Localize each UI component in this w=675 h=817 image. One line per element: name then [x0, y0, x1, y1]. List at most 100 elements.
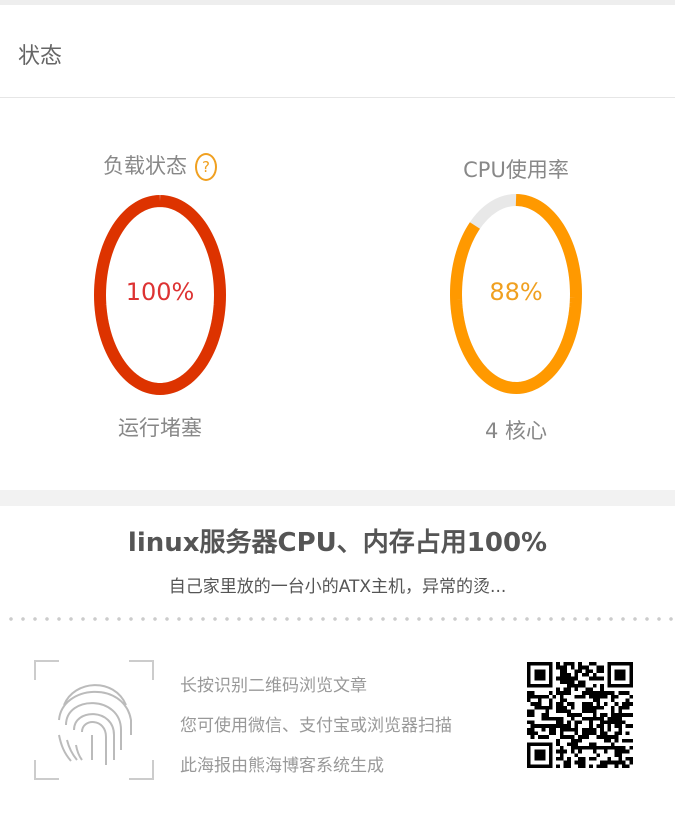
qr-module [585, 672, 590, 677]
qr-module [552, 731, 557, 736]
qr-module [534, 705, 538, 710]
qr-module [581, 680, 586, 684]
qr-module [611, 698, 615, 703]
qr-module [592, 694, 597, 699]
ring-value-arc [450, 194, 582, 394]
qr-module [559, 716, 564, 721]
divider [0, 97, 675, 98]
qr-module [592, 683, 597, 688]
qr-module [589, 720, 593, 725]
qr-module [622, 676, 626, 681]
qr-module [585, 731, 590, 736]
qr-module [607, 735, 612, 739]
share-line: 长按识别二维码浏览文章 [180, 676, 367, 696]
qr-module [574, 669, 579, 673]
qr-module [530, 702, 535, 706]
qr-module [596, 753, 601, 758]
qr-module [585, 691, 590, 695]
qr-module [534, 724, 538, 728]
qr-module [548, 724, 553, 728]
qr-module [578, 746, 582, 750]
qr-module [607, 662, 612, 666]
qr-module [530, 709, 535, 714]
qr-module [600, 716, 604, 721]
load-label: 负载状态 [103, 154, 187, 178]
qr-module [596, 698, 601, 703]
qr-module [570, 742, 575, 747]
qr-module [541, 672, 546, 677]
qr-module [527, 672, 531, 677]
qr-module [548, 691, 553, 695]
qr-module [614, 749, 619, 754]
qr-module [563, 749, 568, 754]
qr-module [589, 731, 593, 736]
qr-module [574, 713, 579, 717]
qr-module [545, 709, 549, 714]
qr-module [607, 676, 612, 681]
qr-module [578, 713, 582, 717]
qr-module [559, 702, 564, 706]
qr-module [600, 665, 604, 670]
qr-module [592, 676, 597, 681]
qr-module [563, 709, 568, 714]
qr-module [581, 735, 586, 739]
qr-module [552, 694, 557, 699]
qr-module [618, 691, 623, 695]
load-percent: 100% [125, 278, 195, 306]
qr-module [622, 662, 626, 666]
qr-module [618, 672, 623, 677]
qr-module [589, 705, 593, 710]
qr-module [559, 735, 564, 739]
qr-module [527, 676, 531, 681]
qr-module [548, 746, 553, 750]
qr-module [537, 753, 542, 758]
qr-module [622, 749, 626, 754]
qr-module [585, 746, 590, 750]
qr-module [625, 705, 630, 710]
qr-module [574, 683, 579, 688]
qr-module [611, 742, 615, 747]
qr-module [563, 687, 568, 692]
qr-module [556, 709, 560, 714]
qr-module [548, 683, 553, 688]
qr-module [556, 665, 560, 670]
qr-module [589, 669, 593, 673]
qr-module [534, 683, 538, 688]
qr-module [567, 691, 571, 695]
qr-module [545, 713, 549, 717]
qr-module [537, 705, 542, 710]
qr-module [527, 749, 531, 754]
qr-module [563, 698, 568, 703]
qr-module [607, 716, 612, 721]
qr-module [570, 735, 575, 739]
qr-module [589, 687, 593, 692]
qr-module [614, 753, 619, 758]
qr-module [581, 716, 586, 721]
help-icon[interactable]: ? [195, 153, 217, 181]
qr-module [556, 716, 560, 721]
qr-module [527, 757, 531, 761]
qr-module [556, 720, 560, 725]
qr-module [537, 749, 542, 754]
qr-module [537, 672, 542, 677]
qr-module [600, 760, 604, 765]
qr-code[interactable] [527, 662, 633, 768]
qr-module [596, 694, 601, 699]
qr-module [611, 694, 615, 699]
qr-module [578, 749, 582, 754]
qr-module [563, 764, 568, 768]
qr-module [548, 702, 553, 706]
qr-module [574, 746, 579, 750]
qr-module [622, 720, 626, 725]
qr-module [596, 691, 601, 695]
qr-module [567, 757, 571, 761]
qr-module [534, 694, 538, 699]
qr-module [574, 760, 579, 765]
qr-module [545, 742, 549, 747]
qr-module [581, 683, 586, 688]
qr-module [527, 694, 531, 699]
qr-module [618, 716, 623, 721]
cpu-ring [450, 194, 582, 394]
qr-module [581, 694, 586, 699]
qr-module [559, 709, 564, 714]
